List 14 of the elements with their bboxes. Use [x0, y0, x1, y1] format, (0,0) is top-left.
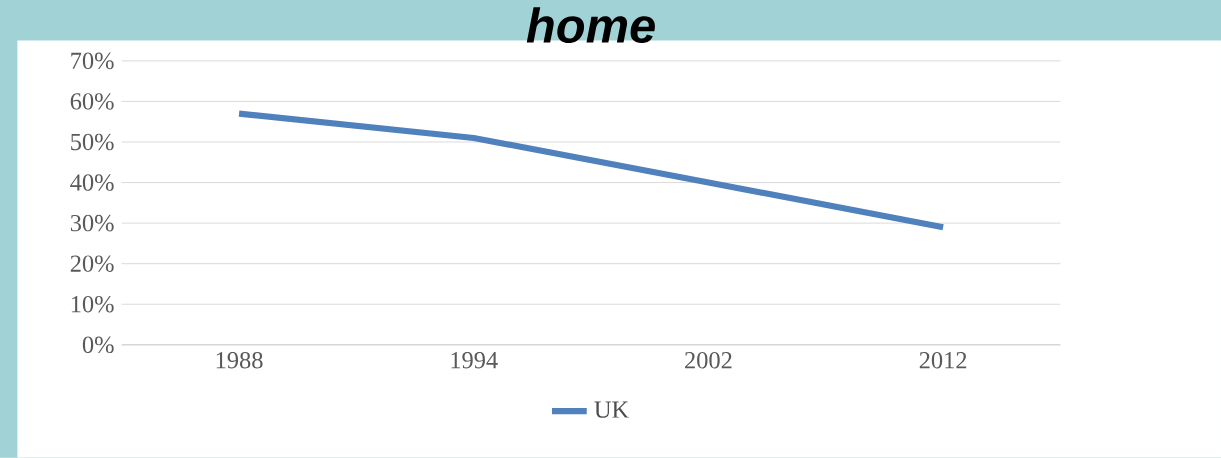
x-tick-label: 1994 [451, 352, 498, 369]
y-tick-label: 30% [70, 214, 114, 232]
chart-title: home [526, 7, 655, 44]
x-tick-label: 2002 [685, 352, 732, 369]
y-tick-label: 10% [71, 296, 114, 313]
y-tick-label: 20% [70, 255, 114, 273]
y-tick-label: 60% [70, 93, 114, 110]
y-tick-label: 0% [82, 336, 114, 354]
legend-label: UK [594, 401, 629, 418]
x-tick-label: 1988 [216, 352, 263, 369]
y-tick-label: 40% [70, 174, 114, 191]
y-tick-label: 70% [71, 52, 114, 70]
y-tick-label: 50% [71, 133, 114, 151]
x-tick-label: 2012 [919, 352, 967, 369]
